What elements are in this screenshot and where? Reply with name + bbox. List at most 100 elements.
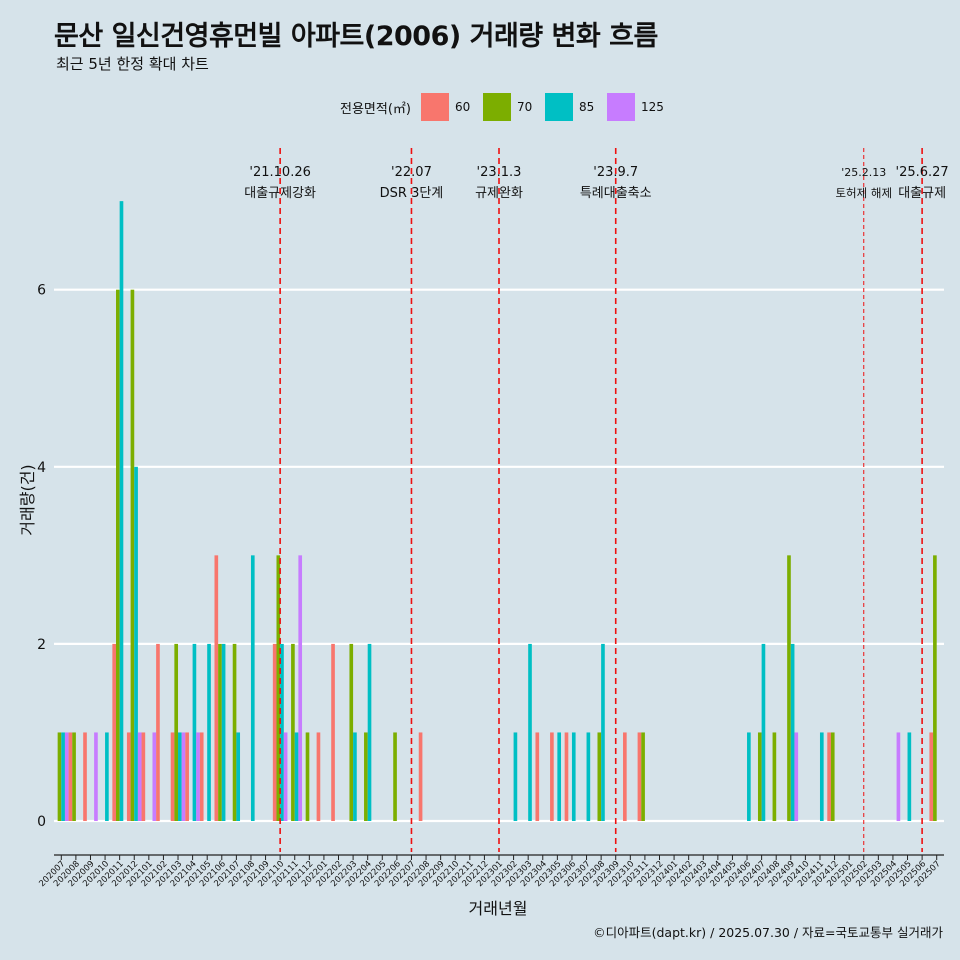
bar-85-202107: [236, 732, 241, 822]
bar-85-202203: [353, 732, 357, 822]
bar-60-202011: [112, 643, 117, 822]
bar-60-202304: [535, 732, 540, 822]
bar-70-202409: [787, 555, 791, 822]
bar-85-202505: [907, 732, 912, 822]
bar-70-202106: [218, 643, 222, 822]
bar-60-202202: [331, 643, 335, 822]
y-tick-label: 2: [37, 637, 46, 653]
bar-85-202303: [528, 643, 532, 822]
bar-70-202203: [349, 643, 354, 822]
y-tick-label: 4: [37, 460, 46, 476]
bar-70-202206: [393, 732, 397, 822]
legend-item-60: 60: [420, 93, 477, 121]
bar-70-202111: [291, 643, 295, 822]
bar-60-202105: [199, 732, 204, 822]
legend-label-70: 70: [516, 100, 533, 114]
bar-125-202009: [94, 732, 98, 822]
y-axis: 0 2 4 6: [37, 283, 46, 830]
bar-70-202408: [772, 732, 777, 822]
bar-70-202507: [933, 555, 937, 822]
bar-60-202310: [623, 732, 627, 822]
legend-swatch-85: [544, 93, 573, 121]
bar-85-202108: [250, 555, 255, 822]
bar-70-202110: [276, 555, 281, 822]
legend-label-85: 85: [578, 100, 595, 114]
bar-85-202307: [586, 732, 591, 822]
y-tick-label: 0: [37, 814, 46, 830]
bar-60-202110: [272, 643, 277, 822]
bar-70-202204: [364, 732, 368, 822]
bar-125-202103: [181, 732, 186, 822]
bar-60-202012: [126, 732, 131, 822]
bar-70-202008: [72, 732, 76, 822]
bar-60-202009: [83, 732, 87, 822]
bar-85-202103: [178, 732, 182, 822]
event-name-label: 대출규제: [898, 186, 946, 201]
legend-item-85: 85: [544, 93, 601, 121]
event-date-label: '25.2.13: [841, 166, 886, 179]
source-caption: ©디아파트(dapt.kr) / 2025.07.30 / 자료=국토교통부 실…: [593, 925, 943, 940]
bar-125-202012: [137, 732, 142, 822]
bar-85-202302: [513, 732, 518, 822]
event-date-label: '23.1.3: [477, 165, 522, 180]
bar-70-202103: [174, 643, 179, 822]
bar-85-202104: [192, 643, 197, 822]
bar-125-202104: [196, 732, 200, 822]
bar-60-202507: [929, 732, 934, 822]
bar-70-202311: [641, 732, 645, 822]
bar-85-202111: [294, 732, 299, 822]
bar-85-202306: [571, 732, 576, 822]
bar-85-202406: [747, 732, 751, 822]
y-axis-title: 거래량(건): [18, 464, 37, 535]
bar-70-202112: [305, 732, 310, 822]
legend: 전용면적(㎡) 60 70 85 125: [340, 93, 670, 121]
bar-85-202007: [61, 732, 65, 822]
bar-125-202007: [64, 732, 69, 822]
bar-85-202110: [280, 643, 284, 822]
event-name-label: 토허제 해제: [835, 186, 892, 200]
bar-60-202412: [827, 732, 831, 822]
bar-125-202409: [794, 732, 799, 822]
bar-60-202102: [156, 643, 160, 822]
bar-85-202204: [367, 643, 372, 822]
event-date-label: '21.10.26: [249, 165, 310, 180]
bar-60-202101: [141, 732, 146, 822]
bar-70-202407: [757, 732, 762, 822]
bar-70-202011: [116, 289, 120, 822]
legend-label-60: 60: [454, 100, 471, 114]
event-date-label: '22.07: [391, 165, 432, 180]
legend-title: 전용면적(㎡): [340, 101, 411, 117]
bar-60-202305: [550, 732, 554, 822]
bar-85-202305: [557, 732, 562, 822]
legend-swatch-60: [420, 93, 449, 121]
chart-subtitle: 최근 5년 한정 확대 차트: [56, 55, 209, 73]
bar-125-202110: [283, 732, 288, 822]
chart-title: 문산 일신건영휴먼빌 아파트(2006) 거래량 변화 흐름: [54, 21, 658, 52]
bar-60-202008: [68, 732, 73, 822]
event-name-label: 규제완화: [475, 186, 523, 201]
legend-swatch-125: [606, 93, 635, 121]
event-date-label: '23.9.7: [593, 165, 638, 180]
bar-70-202012: [130, 289, 135, 822]
bar-60-202106: [214, 555, 219, 822]
bar-85-202010: [105, 732, 109, 822]
bar-60-202104: [185, 732, 189, 822]
event-name-label: DSR 3단계: [380, 186, 444, 201]
x-axis: 2020072020082020092020102020112020122021…: [37, 854, 944, 889]
bar-60-202103: [170, 732, 175, 822]
bar-85-202011: [119, 201, 124, 822]
bar-70-202412: [830, 732, 835, 822]
event-date-label: '25.6.27: [896, 165, 949, 180]
event-name-label: 대출규제강화: [244, 186, 316, 201]
legend-item-125: 125: [606, 93, 664, 121]
x-axis-title: 거래년월: [469, 899, 528, 918]
bar-85-202411: [819, 732, 824, 822]
legend-swatch-70: [482, 93, 511, 121]
bar-125-202111: [298, 555, 303, 822]
bar-125-202504: [896, 732, 901, 822]
event-name-label: 특례대출축소: [580, 186, 652, 201]
bar-85-202012: [134, 466, 138, 822]
bar-85-202407: [761, 643, 766, 822]
legend-label-125: 125: [640, 100, 664, 114]
